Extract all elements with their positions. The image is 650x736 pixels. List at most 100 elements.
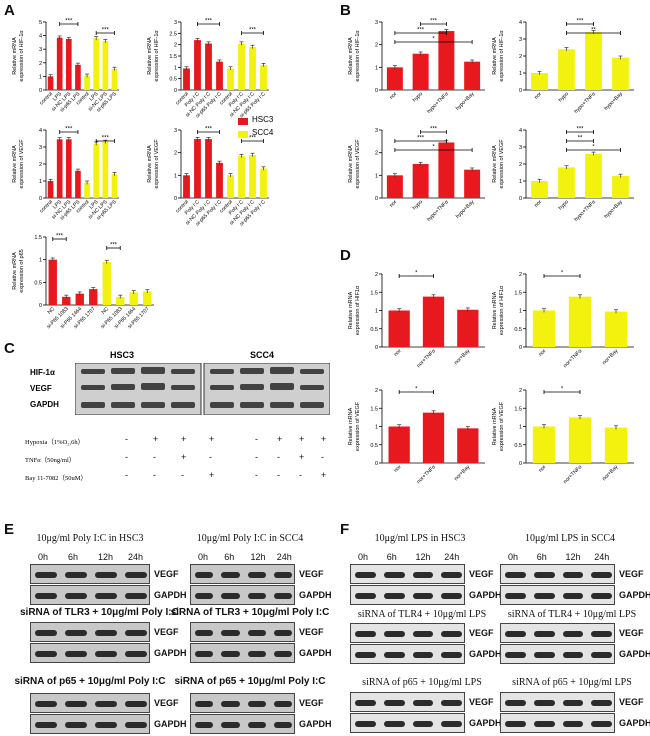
bar [558, 49, 575, 90]
bar [194, 139, 201, 198]
vegf-blot [350, 692, 465, 712]
sig-label: * [561, 271, 564, 277]
chart-a3: Relative mRNA expression of VEGF01234cont… [12, 127, 119, 221]
y-axis-label: Relative mRNA [348, 145, 354, 183]
band [35, 701, 57, 707]
sig-label: * [432, 145, 435, 151]
band [533, 631, 555, 637]
sig-label: *** [249, 28, 257, 34]
y-tick-label: 1.5 [169, 54, 177, 60]
gapdh-label: GAPDH [299, 648, 332, 658]
band [125, 593, 147, 599]
y-tick-label: 1.5 [514, 290, 522, 296]
panel-letter-a: A [4, 2, 15, 19]
y-tick-label: 0 [519, 88, 522, 94]
gapdh-label: GAPDH [154, 719, 187, 729]
x-tick-label: NC [101, 306, 111, 316]
time-label: 12h [415, 552, 431, 562]
bar [604, 311, 628, 347]
y-axis-label: expression of VEGF [499, 401, 505, 451]
blot-c-cond-hypoxia: Hypoxia（1%O₂,6h） [25, 439, 85, 446]
band [195, 651, 214, 657]
band [247, 630, 266, 636]
band [505, 572, 526, 578]
y-tick-label: 4 [39, 34, 42, 40]
condition-sign: + [181, 452, 187, 462]
blot-e-title-6: siRNA of p65 + 10μg/ml Poly I:C [174, 676, 326, 687]
condition-sign: - [153, 470, 156, 480]
sig-label: *** [205, 127, 213, 133]
bar [194, 40, 201, 90]
band [221, 593, 240, 599]
condition-sign: - [125, 452, 128, 462]
chart-d4: Relative mRNA expression of VEGF 0 0.5 1 1.5 2… [492, 387, 634, 485]
band [505, 631, 526, 637]
legend-label-scc4: SCC4 [252, 128, 274, 137]
sig-label: *** [417, 28, 425, 34]
sig-label: *** [576, 19, 584, 25]
blot-f-title-3: siRNA of TLR4 + 10μg/ml LPS [357, 609, 487, 620]
x-tick-label: LPS [88, 91, 100, 103]
y-tick-label: 2 [39, 61, 42, 67]
y-axis-label: Relative mRNA [492, 37, 498, 75]
blot-e-title-4: siRNA of TLR3 + 10μg/ml Poly I:C [170, 607, 330, 618]
vegf-label: VEGF [299, 698, 324, 708]
x-tick-label: nor [538, 464, 548, 474]
band [591, 572, 612, 578]
band [412, 631, 434, 637]
band [221, 572, 240, 578]
band [562, 652, 584, 658]
y-tick-label: 0 [519, 461, 522, 467]
band [412, 593, 434, 599]
y-tick-label: 2 [39, 162, 42, 168]
y-tick-label: 0.5 [34, 280, 42, 286]
vegf-blot [500, 692, 615, 712]
band [195, 593, 214, 599]
time-label: 6h [386, 552, 397, 562]
y-tick-label: 3 [375, 20, 378, 26]
y-tick-label: 4 [519, 20, 522, 26]
y-axis-label: Relative mRNA [12, 37, 18, 75]
gapdh-blot [30, 585, 150, 605]
y-tick-label: 3 [375, 128, 378, 134]
sig-label: *** [576, 127, 584, 133]
y-axis-label: expression of VEGF [355, 139, 361, 189]
vegf-blot [500, 564, 615, 584]
band [35, 572, 57, 578]
band [195, 722, 214, 728]
band [273, 651, 292, 657]
band [562, 721, 584, 727]
bar [65, 39, 72, 90]
sig-label: * [415, 387, 418, 393]
bar [102, 261, 111, 305]
condition-sign: + [209, 470, 215, 480]
bar [260, 168, 267, 198]
time-label: 12h [98, 552, 114, 562]
bar [532, 310, 556, 347]
time-label: 24h [444, 552, 460, 562]
y-axis-label: Relative mRNA [12, 145, 18, 183]
y-tick-label: 2 [174, 151, 177, 157]
x-tick-label: nor [389, 91, 399, 101]
y-axis-label: Relative mRNA [348, 37, 354, 75]
x-tick-label: NC [47, 306, 57, 316]
band [591, 631, 612, 637]
y-tick-label: 1 [39, 258, 42, 264]
y-tick-label: 1 [39, 74, 42, 80]
blot-f-title-5: siRNA of p65 + 10μg/ml LPS [362, 677, 482, 688]
bar [612, 57, 629, 90]
y-axis-label: expression of HIF-1α [154, 30, 160, 82]
sig-label: * [415, 271, 418, 277]
gapdh-label: GAPDH [469, 590, 502, 600]
bar [56, 139, 63, 198]
legend-swatch-hsc3 [238, 118, 248, 125]
y-tick-label: 2 [375, 43, 378, 49]
gapdh-label: GAPDH [469, 718, 502, 728]
band [355, 593, 376, 599]
band [125, 630, 147, 636]
chart-a2: Relative mRNA expression of HIF-1α 0 0.5 1 1.… [147, 19, 269, 119]
y-tick-label: 1 [519, 425, 522, 431]
chart-a1: Relative mRNA expression of HIF-1α012345c… [12, 19, 119, 113]
y-tick-label: 1 [375, 425, 378, 431]
